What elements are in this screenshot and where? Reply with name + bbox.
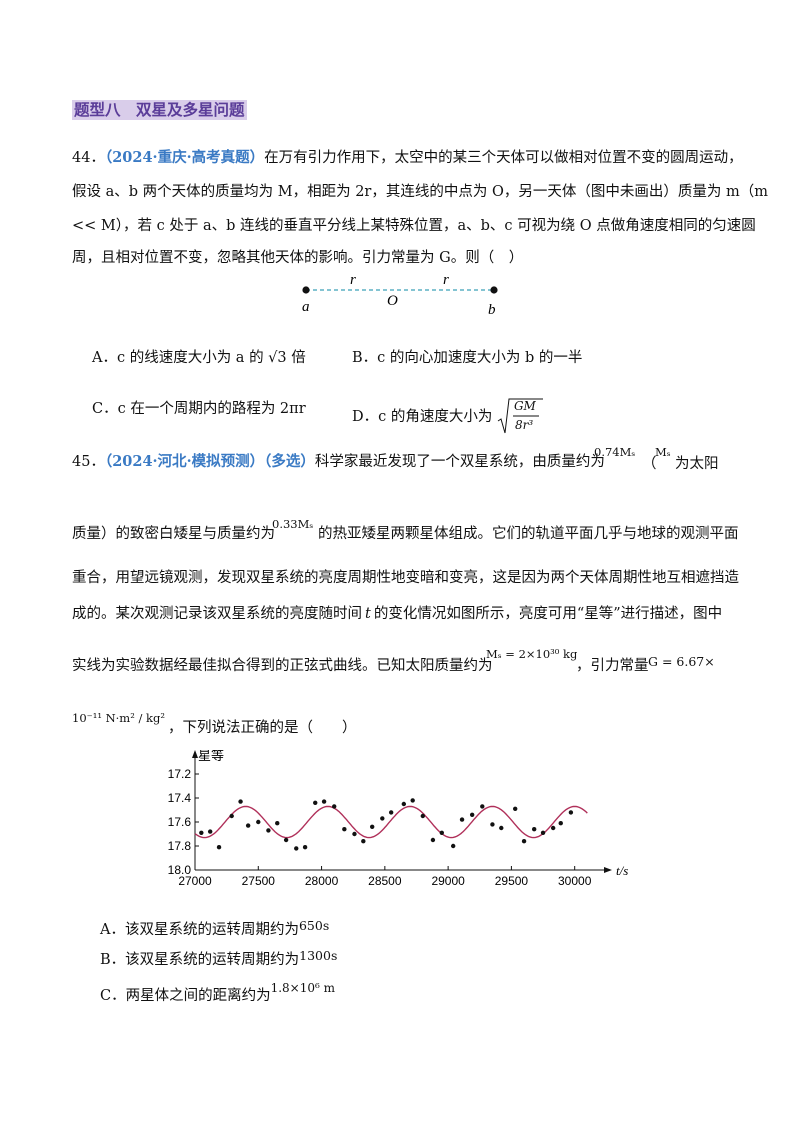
q45-line-1-end: 为太阳 <box>675 456 719 472</box>
q44-line-1: 44．（2024·重庆·高考真题）在万有引力作用下，太空中的某三个天体可以做相对… <box>72 149 743 166</box>
x-tick-label: 30000 <box>558 874 592 888</box>
data-point <box>380 816 385 821</box>
data-point <box>410 798 415 803</box>
q45-line-1: 45．（2024·河北·模拟预测）（多选）科学家最近发现了一个双星系统，由质量约… <box>72 453 605 470</box>
data-point <box>302 845 308 850</box>
y-axis-arrow-icon <box>192 750 198 758</box>
body-b-dot <box>490 286 498 294</box>
data-point <box>352 831 357 837</box>
sqrt-expression: GM 8r³ <box>497 397 543 437</box>
q44-line-4: 周，且相对位置不变，忽略其他天体的影响。引力常量为 G。则（ ） <box>72 250 524 266</box>
data-point <box>401 801 407 807</box>
body-a-dot <box>302 286 310 294</box>
q45-option-b: B．该双星系统的运转周期约为1300s <box>100 948 338 968</box>
q44-option-c: C．c 在一个周期内的路程为 2πr <box>92 401 306 417</box>
data-point <box>521 839 527 844</box>
data-point <box>313 800 318 805</box>
q45-option-c: C．两星体之间的距离约为1.8×10⁶ m <box>100 981 336 1004</box>
q44-source-tag: （2024·重庆·高考真题） <box>104 149 265 166</box>
q45-paren-open: （ <box>642 456 657 472</box>
data-point <box>439 830 444 835</box>
data-point <box>420 813 426 819</box>
x-tick-label: 28500 <box>368 874 402 888</box>
x-tick-label: 29000 <box>431 874 465 888</box>
data-point <box>207 829 213 834</box>
y-tick-label: 17.8 <box>168 839 192 853</box>
data-point <box>459 817 465 822</box>
data-point <box>321 799 327 804</box>
data-point <box>245 823 251 828</box>
data-point <box>568 810 574 815</box>
data-point <box>499 825 504 831</box>
q44-line-3: << M），若 c 处于 a、b 连线的垂直平分线上某特殊位置，a、b、c 可视… <box>72 218 756 234</box>
data-point <box>531 827 537 832</box>
data-point <box>238 799 243 804</box>
x-tick-label: 29500 <box>495 874 529 888</box>
q44-option-d: D．c 的角速度大小为 GM 8r³ <box>352 397 543 437</box>
q45-line-6: ，下列说法正确的是（ ） <box>168 720 357 736</box>
data-point <box>388 810 394 815</box>
data-point <box>369 824 375 829</box>
section-title: 题型八 双星及多星问题 <box>72 100 247 120</box>
label-O: O <box>387 293 398 309</box>
data-point <box>216 845 222 850</box>
q44-option-a: A．c 的线速度大小为 a 的 √3 倍 <box>92 350 306 366</box>
data-point <box>540 830 546 835</box>
q45-line-4: 成的。某次观测记录该双星系统的亮度随时间 t 的变化情况如图所示，亮度可用“星等”进… <box>72 606 723 622</box>
data-point <box>361 839 366 844</box>
data-point <box>550 825 556 831</box>
data-point <box>558 821 563 826</box>
label-r-right: r <box>443 272 449 288</box>
data-point <box>342 827 347 832</box>
data-point <box>469 812 475 817</box>
q45-mass-2: 0.33Mₛ <box>272 517 314 531</box>
q45-line-2: 质量）的致密白矮星与质量约为 <box>72 526 275 542</box>
x-tick-label: 27500 <box>242 874 276 888</box>
x-tick-label: 27000 <box>178 874 212 888</box>
data-point <box>430 837 436 843</box>
q45-line-2-end: 的热亚矮星两颗星体组成。它们的轨道平面几乎与地球的观测平面 <box>318 526 739 542</box>
data-point <box>480 804 485 809</box>
q44-option-b: B．c 的向心加速度大小为 b 的一半 <box>352 350 583 366</box>
q45-source-tag: （2024·河北·模拟预测）（多选） <box>104 453 315 470</box>
sqrt-sign-icon <box>497 398 543 434</box>
q45-line-5-mid: ，引力常量 <box>576 658 649 674</box>
data-point <box>256 819 261 825</box>
data-point <box>332 804 337 809</box>
data-point <box>275 821 280 826</box>
x-axis-arrow-icon <box>604 867 612 873</box>
q45-line-3: 重合，用望远镜观测，发现双星系统的亮度周期性地变暗和变亮，这是因为两个天体周期性… <box>72 570 739 586</box>
y-tick-label: 17.4 <box>168 791 192 805</box>
fit-curve <box>194 805 588 839</box>
q45-mass-1: 0.74Mₛ <box>594 445 636 459</box>
data-point <box>513 806 518 811</box>
q45-ms-symbol: Mₛ <box>655 445 671 459</box>
q45-sun-mass: Mₛ = 2×10³⁰ kg <box>486 647 578 661</box>
data-point <box>199 830 204 835</box>
label-r-left: r <box>350 272 356 288</box>
q45-grav-units: 10⁻¹¹ N·m² / kg² <box>72 711 165 725</box>
sqrt-denominator: 8r³ <box>514 418 534 432</box>
y-axis-label: 星等 <box>198 750 224 764</box>
y-tick-label: 17.6 <box>168 815 192 829</box>
data-point <box>283 837 289 843</box>
label-b: b <box>488 302 496 318</box>
data-point <box>294 846 299 851</box>
data-point <box>450 843 456 849</box>
q45-line-5: 实线为实验数据经最佳拟合得到的正弦式曲线。已知太阳质量约为 <box>72 658 493 674</box>
q45-option-a: A．该双星系统的运转周期约为650s <box>100 918 330 938</box>
y-tick-label: 18.0 <box>168 863 192 877</box>
data-point <box>266 828 271 833</box>
x-axis-label: t/s <box>616 863 628 878</box>
sqrt-numerator: GM <box>513 399 536 413</box>
y-tick-label: 17.2 <box>168 767 192 781</box>
data-point <box>229 813 234 819</box>
data-point <box>490 822 495 827</box>
label-a: a <box>302 299 310 315</box>
x-tick-label: 28000 <box>305 874 339 888</box>
q44-diagram: a b O r r <box>302 272 498 318</box>
q45-grav-constant: G = 6.67× <box>648 654 715 669</box>
q44-line-2: 假设 a、b 两个天体的质量均为 M，相距为 2r，其连线的中点为 O，另一天体… <box>72 184 768 200</box>
